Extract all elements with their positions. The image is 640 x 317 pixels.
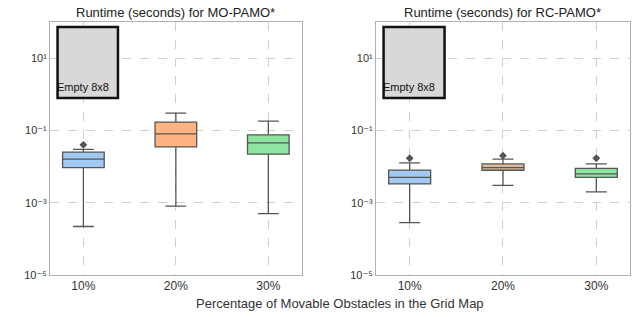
svg-text:20%: 20% (491, 279, 515, 293)
svg-text:Empty 8x8: Empty 8x8 (57, 81, 109, 93)
svg-text:10%: 10% (398, 279, 422, 293)
svg-text:Empty 8x8: Empty 8x8 (383, 81, 435, 93)
svg-text:10⁻⁵: 10⁻⁵ (24, 269, 47, 281)
svg-text:Runtime (seconds) for MO-PAMO*: Runtime (seconds) for MO-PAMO* (76, 5, 275, 20)
svg-text:10⁻¹: 10⁻¹ (351, 124, 373, 136)
svg-text:30%: 30% (256, 279, 280, 293)
svg-text:10⁻¹: 10⁻¹ (25, 124, 47, 136)
svg-text:Percentage of Movable Obstacle: Percentage of Movable Obstacles in the G… (196, 296, 484, 311)
svg-text:10⁻³: 10⁻³ (351, 197, 373, 209)
svg-text:Runtime (seconds) for RC-PAMO*: Runtime (seconds) for RC-PAMO* (404, 5, 601, 20)
svg-text:10⁻³: 10⁻³ (25, 197, 47, 209)
svg-text:30%: 30% (584, 279, 608, 293)
svg-text:10⁻⁵: 10⁻⁵ (350, 269, 373, 281)
svg-text:10¹: 10¹ (31, 52, 47, 64)
svg-text:20%: 20% (164, 279, 188, 293)
svg-text:10¹: 10¹ (357, 52, 373, 64)
svg-text:10%: 10% (71, 279, 95, 293)
